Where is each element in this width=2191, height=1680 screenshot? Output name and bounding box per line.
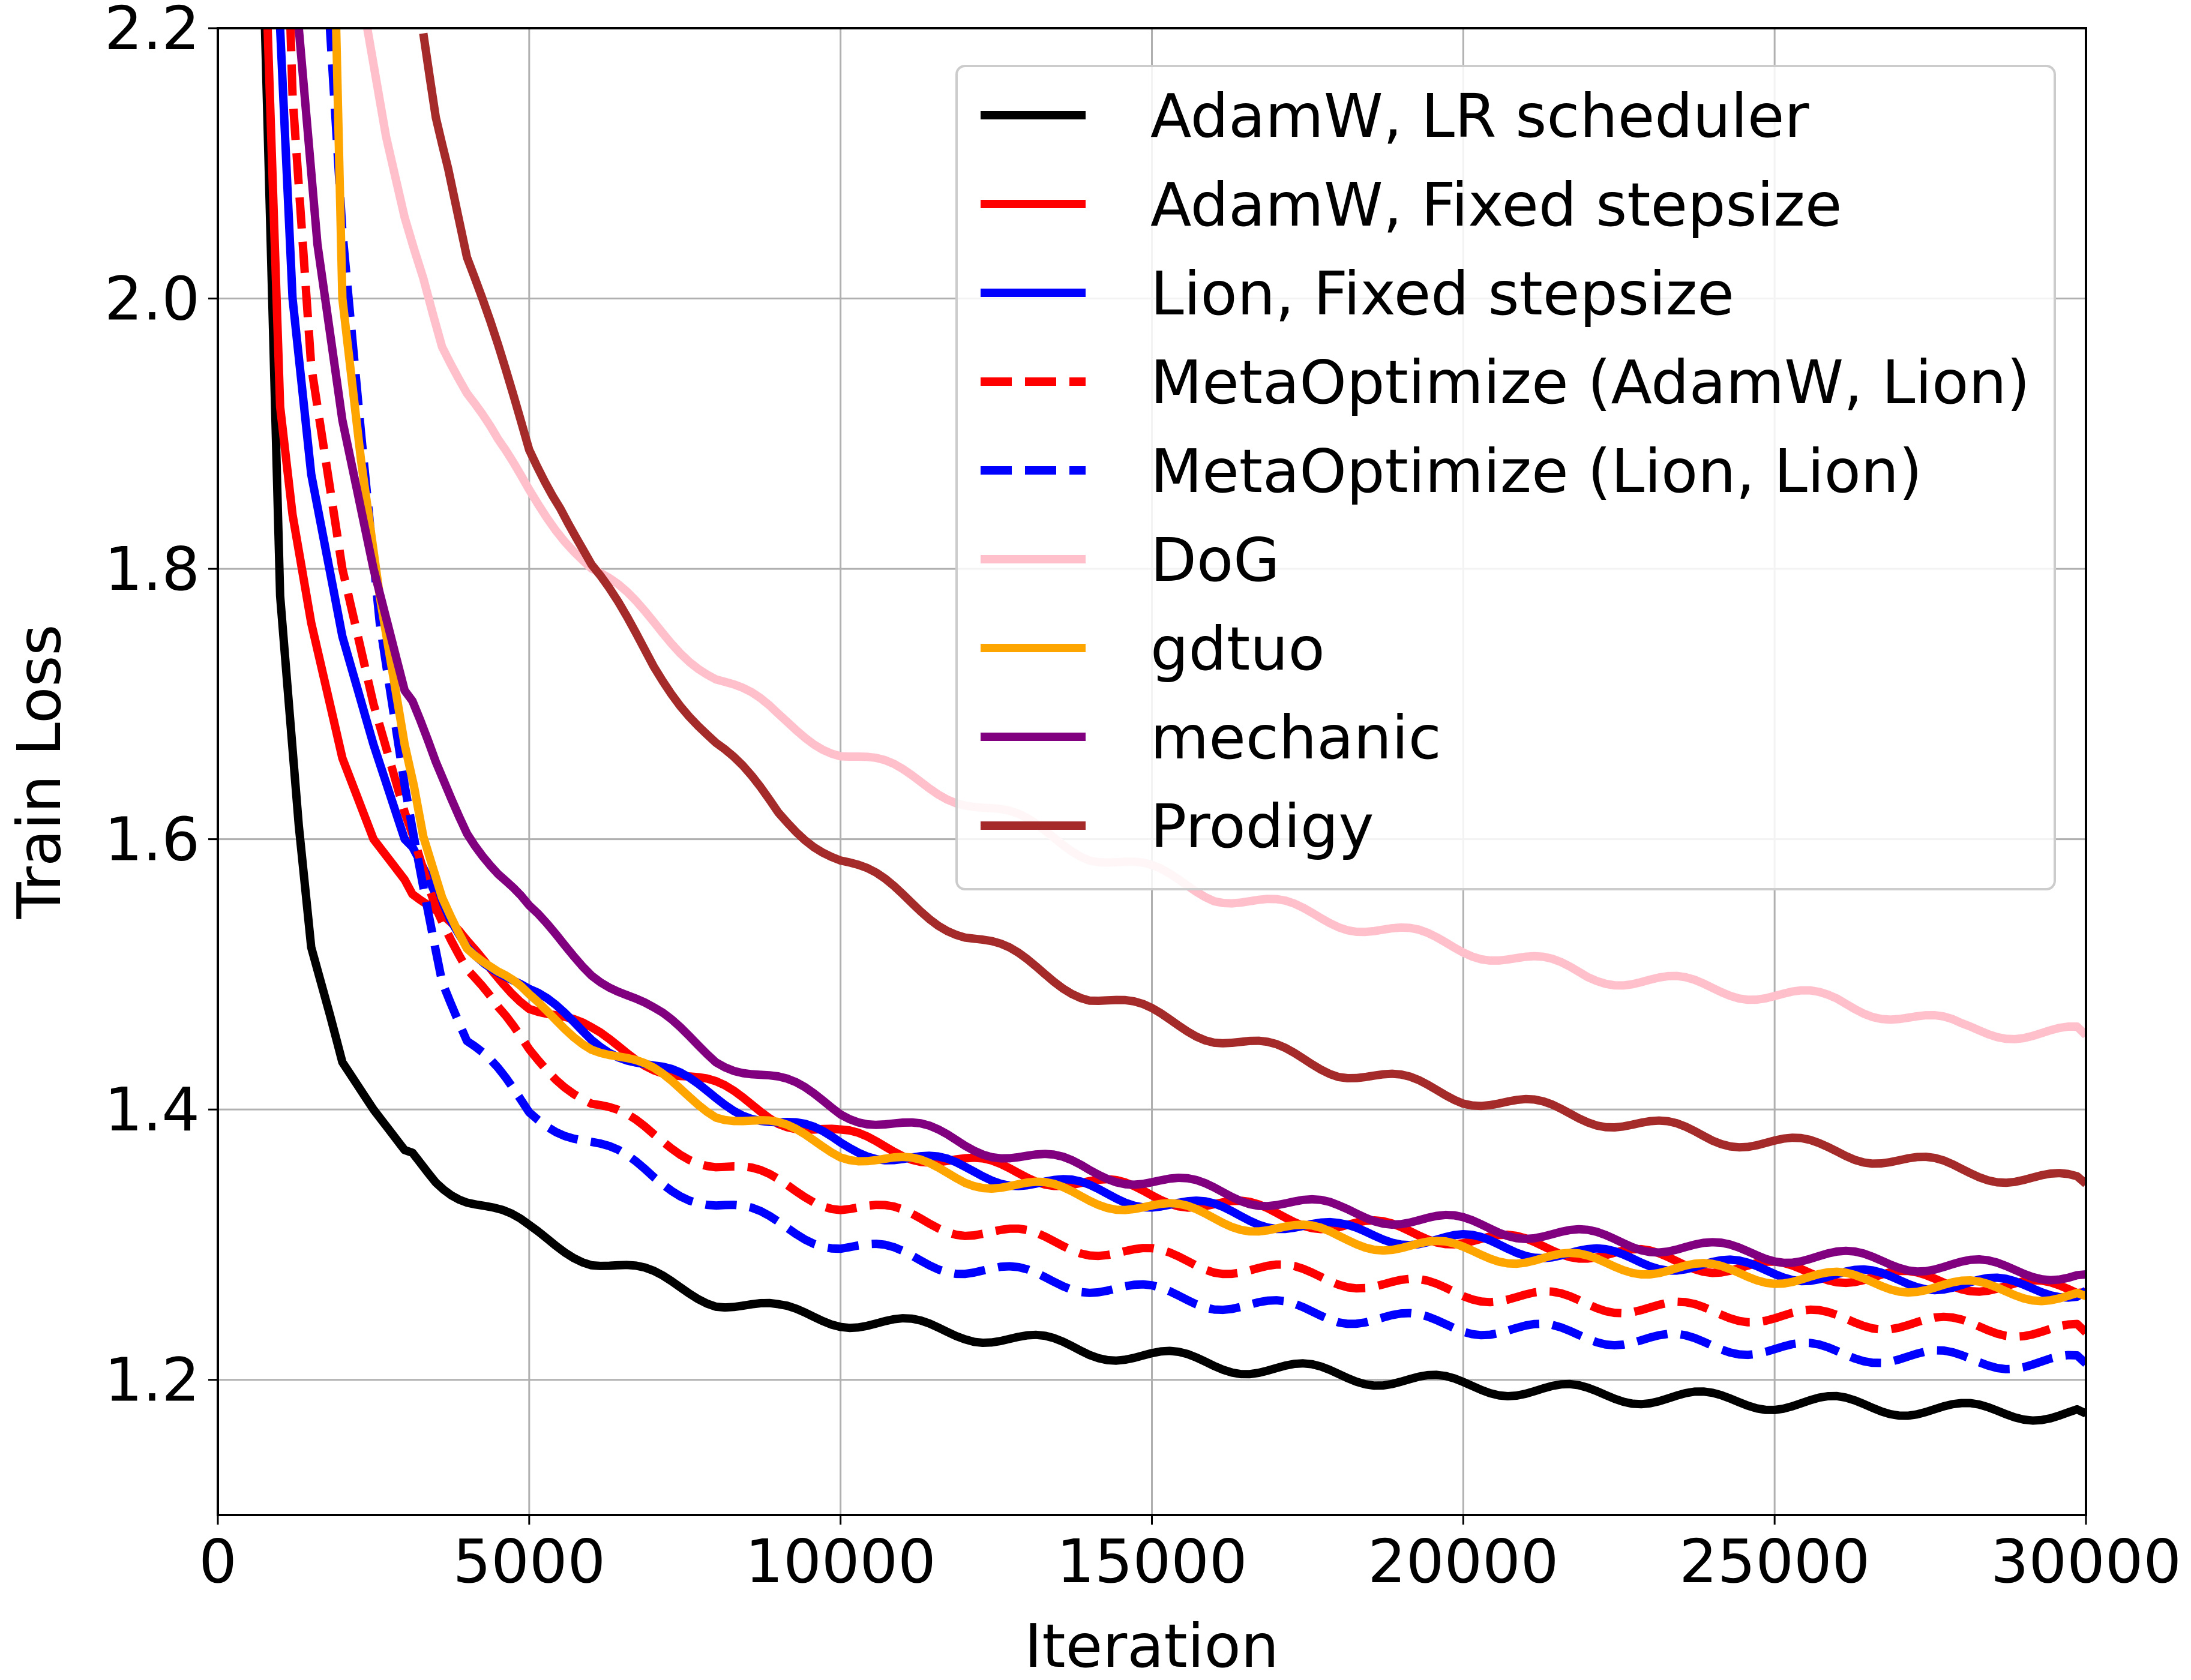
- series-line-7: [294, 28, 2086, 1285]
- legend-label: MetaOptimize (AdamW, Lion): [1150, 347, 2030, 418]
- series-line-6: [332, 28, 2086, 1306]
- series-lines: [260, 28, 2086, 1425]
- x-tick-label: 15000: [1056, 1526, 1247, 1597]
- x-tick-label: 10000: [745, 1526, 936, 1597]
- y-tick-label: 2.0: [104, 264, 200, 334]
- x-tick-label: 25000: [1679, 1526, 1870, 1597]
- legend-label: AdamW, LR scheduler: [1150, 81, 1809, 151]
- legend-label: Lion, Fixed stepsize: [1150, 259, 1734, 329]
- axis-ticks: 0 5000 10000 15000 20000 25000 30000 1.2 1.4 1.6 1…: [104, 0, 2181, 1597]
- x-tick-label: 20000: [1368, 1526, 1558, 1597]
- x-tick-label: 30000: [1991, 1526, 2181, 1597]
- y-tick-label: 1.8: [104, 534, 200, 604]
- series-line-5: [363, 28, 2086, 1043]
- y-tick-label: 1.4: [104, 1075, 200, 1145]
- legend-label: DoG: [1150, 525, 1280, 595]
- x-tick-label: 0: [199, 1526, 237, 1597]
- y-axis-label: Train Loss: [4, 624, 74, 919]
- series-line-3: [286, 28, 2086, 1341]
- legend-label: gdtuo: [1150, 614, 1325, 684]
- y-tick-label: 2.2: [104, 0, 200, 64]
- legend-label: MetaOptimize (Lion, Lion): [1150, 436, 1922, 506]
- series-line-8: [419, 32, 2086, 1187]
- x-tick-label: 5000: [453, 1526, 606, 1597]
- legend-label: mechanic: [1150, 703, 1441, 773]
- x-axis-label: Iteration: [1024, 1611, 1279, 1680]
- legend-label: AdamW, Fixed stepsize: [1150, 170, 1842, 240]
- series-line-0: [260, 28, 2086, 1425]
- legend-box: [955, 65, 2056, 890]
- legend: AdamW, LR scheduler AdamW, Fixed stepsize…: [955, 65, 2056, 890]
- y-tick-label: 1.6: [104, 805, 200, 875]
- y-tick-label: 1.2: [104, 1345, 200, 1415]
- legend-label: Prodigy: [1150, 791, 1374, 862]
- series-line-4: [325, 28, 2086, 1373]
